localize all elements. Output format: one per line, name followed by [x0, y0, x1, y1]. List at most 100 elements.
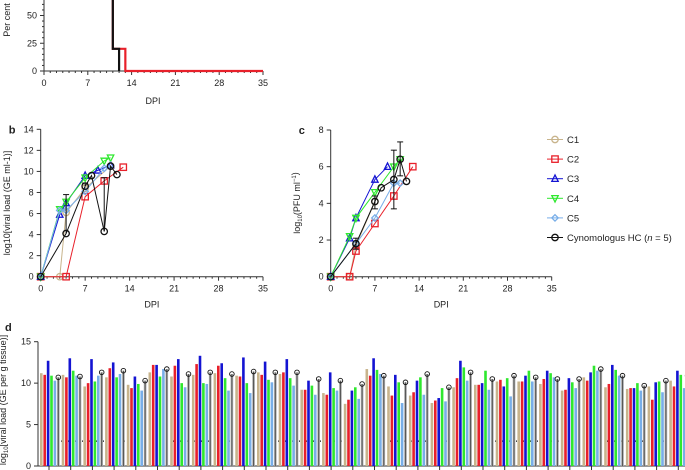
panel-d-bar-C3 [372, 358, 375, 466]
panel-d-bar-group [495, 372, 517, 470]
panel-c-x-tick-label: 14 [414, 284, 424, 294]
legend-item-C2: C2 [547, 155, 579, 166]
panel-d-bar-C3 [198, 355, 202, 466]
panel-d-bar-C3 [307, 380, 310, 466]
panel-d-hc-point [207, 369, 213, 376]
panel-b-point-HC [106, 162, 115, 170]
panel-d-bar-C2 [151, 364, 155, 466]
panel-d-bar-C1 [495, 381, 499, 466]
panel-d-bar-C1 [61, 374, 65, 466]
panel-d-bar-C3 [654, 382, 657, 466]
panel-d-bar-C2 [520, 381, 524, 466]
panel-d-hc-point [315, 376, 322, 382]
panel-d-bar-C5 [97, 375, 100, 466]
panel-d-bar-C5 [53, 380, 57, 466]
panel-d-hc-point [77, 373, 83, 380]
panel-d-bar-C3 [545, 370, 549, 466]
panel-d-bar-C5 [118, 374, 122, 466]
panel-d-bar-group [560, 376, 582, 470]
panel-d-y-tick-label: 15 [21, 337, 31, 347]
panel-d-bar-C4 [614, 369, 617, 466]
panel-d-bar-C5 [227, 390, 230, 466]
panel-d-bar-C2 [130, 388, 133, 466]
panel-d-bar-group [430, 384, 452, 470]
panel-d-bar-C4 [310, 385, 314, 466]
panel-d-bar-group [83, 359, 105, 470]
panel-c-point-HC [377, 183, 386, 192]
panel-d-bar-C4 [440, 388, 444, 466]
panel-d-bar-C3 [263, 361, 267, 466]
panel-d-bar-group [322, 372, 344, 470]
panel-d-bar-C4 [245, 383, 249, 466]
panel-d-bar-group [604, 364, 626, 470]
panel-c-y-tick-label: 4 [319, 198, 324, 208]
panel-b-series-C3 [36, 159, 115, 281]
panel-d-bar-C1 [40, 373, 43, 466]
panel-d-bar-C1 [235, 375, 238, 466]
panel-d-bar-C5 [248, 393, 252, 466]
panel-b-y-tick-label: 4 [29, 230, 34, 240]
panel-d-bar-C2 [542, 378, 546, 466]
panel-d-bar-C1 [430, 403, 434, 466]
panel-d-bar-C5 [292, 385, 295, 466]
panel-a-y-label: Per cent [2, 3, 12, 37]
panel-b-point-C5 [55, 206, 64, 215]
panel-d-hc-point [402, 379, 409, 386]
legend-item-C4: C4 [547, 194, 579, 205]
panel-d-y-label: log10[viral load (GE per g tissue)] [0, 335, 10, 465]
panel-d-bar-C5 [617, 375, 621, 466]
panel-d-bar-C3 [242, 357, 245, 466]
panel-c-letter: c [299, 125, 305, 137]
panel-b-y-tick-label: 10 [24, 166, 34, 176]
panel-d-bar-C2 [564, 389, 567, 466]
panel-b-y-tick-label: 12 [24, 145, 34, 155]
panel-b-letter: b [9, 124, 16, 136]
panel-d-bar-C1 [191, 374, 195, 466]
panel-d-bar-C1 [625, 388, 629, 466]
panel-d-bar-group [170, 359, 192, 470]
panel-d-bar-C4 [657, 381, 661, 466]
panel-d-bar-C2 [65, 377, 68, 466]
panel-c-x-tick-label: 0 [328, 284, 333, 294]
panel-d-hc-point [359, 381, 365, 387]
panel-d-bar-C1 [387, 386, 390, 466]
panel-b-axes [36, 128, 264, 281]
panel-c-point-C2 [345, 272, 354, 281]
panel-d-bar-C4 [137, 383, 140, 466]
legend-item-C5: C5 [547, 213, 579, 224]
panel-b-point-HC [62, 229, 70, 238]
panel-d-bar-C2 [629, 388, 632, 466]
panel-c-line-HC [330, 157, 407, 278]
panel-b-point-C2 [62, 272, 70, 281]
panel-d-letter: d [5, 322, 12, 334]
panel-d-bar-C3 [459, 360, 462, 466]
panel-d-bar-C5 [335, 390, 339, 466]
panel-d-bar-C5 [314, 394, 317, 466]
panel-b-point-HC [87, 171, 96, 180]
panel-d-bar-C3 [632, 388, 636, 466]
panel-d-bar-C4 [354, 387, 357, 466]
panel-c-point-C5 [396, 179, 405, 188]
panel-d-bar-C1 [278, 374, 282, 466]
panel-c-x-tick-label: 28 [502, 284, 512, 294]
panel-d-bar-C1 [170, 376, 173, 466]
panel-c-axes [326, 129, 553, 281]
panel-d-bar-C1 [474, 384, 477, 466]
panel-d-bar-C5 [379, 374, 382, 466]
panel-d-bar-C5 [422, 394, 426, 466]
panel-b-point-HC [100, 227, 109, 236]
panel-d-bar-C4 [636, 383, 639, 466]
panel-a-survival-curve-HC [111, 0, 121, 71]
panel-d-bar-C4 [332, 388, 335, 466]
panel-d-bar-group [365, 358, 387, 470]
panel-d-hc-point [272, 369, 279, 376]
panel-d-bar-C5 [574, 388, 577, 466]
panel-d-bar-C4 [549, 373, 552, 466]
panel-d-bar-C3 [524, 375, 527, 466]
panel-d-bar-C1 [365, 369, 369, 466]
panel-b-point-C2 [119, 163, 128, 172]
panel-d-bar-C2 [238, 376, 242, 466]
panel-b-y-tick-label: 0 [29, 272, 34, 282]
panel-d-hc-point [381, 372, 387, 379]
panel-d-bar-C4 [527, 370, 531, 466]
